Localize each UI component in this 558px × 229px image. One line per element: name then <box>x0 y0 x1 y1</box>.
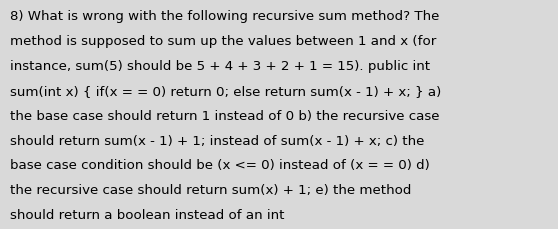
Text: should return sum(x - 1) + 1; instead of sum(x - 1) + x; c) the: should return sum(x - 1) + 1; instead of… <box>10 134 425 147</box>
Text: method is supposed to sum up the values between 1 and x (for: method is supposed to sum up the values … <box>10 35 436 48</box>
Text: sum(int x) { if(x = = 0) return 0; else return sum(x - 1) + x; } a): sum(int x) { if(x = = 0) return 0; else … <box>10 85 441 98</box>
Text: should return a boolean instead of an int: should return a boolean instead of an in… <box>10 208 285 221</box>
Text: 8) What is wrong with the following recursive sum method? The: 8) What is wrong with the following recu… <box>10 10 439 23</box>
Text: the base case should return 1 instead of 0 b) the recursive case: the base case should return 1 instead of… <box>10 109 440 122</box>
Text: the recursive case should return sum(x) + 1; e) the method: the recursive case should return sum(x) … <box>10 183 411 196</box>
Text: base case condition should be (x <= 0) instead of (x = = 0) d): base case condition should be (x <= 0) i… <box>10 159 430 172</box>
Text: instance, sum(5) should be 5 + 4 + 3 + 2 + 1 = 15). public int: instance, sum(5) should be 5 + 4 + 3 + 2… <box>10 60 430 73</box>
